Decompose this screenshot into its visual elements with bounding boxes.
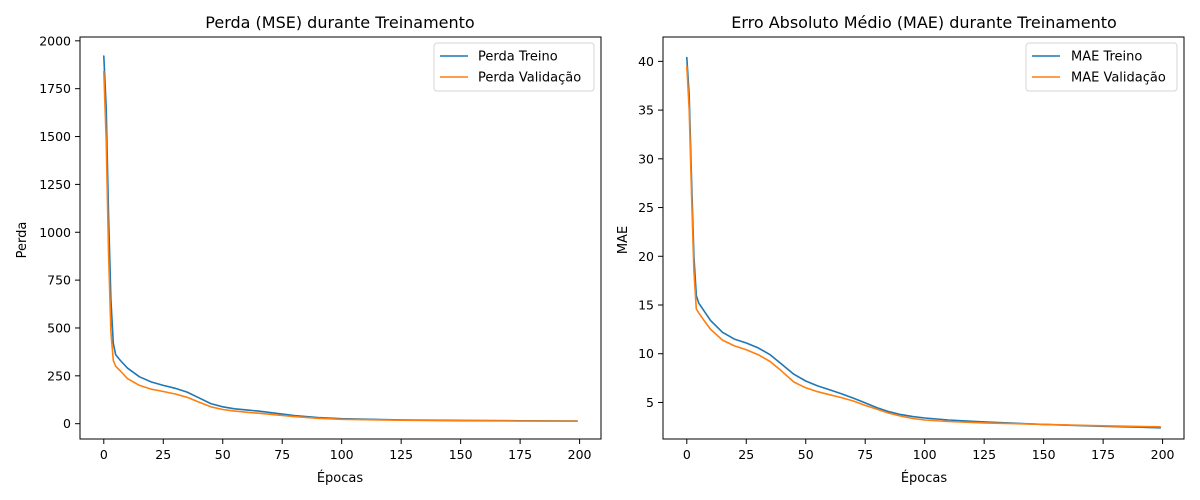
loss-y-tick-label: 0 [63,416,71,431]
loss-axes-frame [79,36,602,440]
loss-x-tick-label: 125 [389,447,413,462]
mae-x-tick-label: 50 [798,447,814,462]
loss-x-tick-label: 175 [508,447,532,462]
loss-x-tick-label: 200 [568,447,592,462]
loss-legend: Perda Treino Perda Validação [433,42,595,92]
loss-y-tick-label: 1750 [39,81,71,96]
mae-x-tick-label: 75 [857,447,873,462]
loss-lines [103,55,579,423]
mae-x-axis-label: Épocas [901,470,948,486]
mae-y-tick-label: 35 [638,103,654,118]
mae-ticks: 0 25 50 75 100 125 150 175 200 5 10 15 20 25 30 35 40 [638,54,1174,462]
mae-x-tick-label: 200 [1151,447,1175,462]
series-line-perda-treino [103,55,579,422]
mae-x-tick-label: 175 [1091,447,1115,462]
loss-chart-title: Perda (MSE) durante Treinamento [205,13,474,32]
mae-y-tick-label: 10 [638,346,654,361]
loss-subplot: Perda (MSE) durante Treinamento Épocas P… [15,13,602,486]
series-line-mae-treino [685,56,1161,429]
loss-x-tick-label: 50 [215,447,231,462]
mae-x-tick-label: 150 [1032,447,1056,462]
mae-x-tick-label: 0 [683,447,691,462]
mae-axes-frame [662,36,1185,440]
loss-y-axis-label: Perda [15,222,30,259]
loss-x-axis-label: Épocas [317,470,364,486]
mae-x-tick-label: 125 [972,447,996,462]
mae-legend-box [1025,42,1178,92]
mae-x-tick-label: 25 [738,447,754,462]
mae-y-tick-label: 15 [638,298,654,313]
mae-subplot: Erro Absoluto Médio (MAE) durante Treina… [616,13,1185,486]
mae-y-axis-label: MAE [616,226,631,254]
mae-legend: MAE Treino MAE Validação [1025,42,1178,92]
mae-y-tick-label: 5 [646,395,654,410]
mae-x-tick-label: 100 [913,447,937,462]
mae-chart-title: Erro Absoluto Médio (MAE) durante Treina… [731,13,1117,32]
series-line-perda-validacao [103,70,579,423]
mae-y-tick-label: 20 [638,249,654,264]
legend-label-perda-validacao: Perda Validação [478,71,581,86]
series-line-mae-validacao [685,65,1161,428]
loss-x-tick-label: 75 [274,447,290,462]
loss-x-tick-label: 0 [100,447,108,462]
loss-y-tick-label: 2000 [39,33,71,48]
legend-label-mae-validacao: MAE Validação [1071,71,1166,86]
loss-y-tick-label: 250 [47,368,71,383]
mae-y-tick-label: 40 [638,54,654,69]
mae-lines [685,56,1161,429]
mae-y-tick-label: 30 [638,151,654,166]
loss-y-tick-label: 500 [47,320,71,335]
mae-y-tick-label: 25 [638,200,654,215]
legend-label-perda-treino: Perda Treino [478,50,558,65]
loss-x-tick-label: 100 [330,447,354,462]
loss-ticks: 0 25 50 75 100 125 150 175 200025050075010001250… [39,33,591,462]
loss-y-tick-label: 1000 [39,225,71,240]
loss-y-tick-label: 1500 [39,129,71,144]
loss-legend-box [433,42,595,92]
loss-x-tick-label: 25 [155,447,171,462]
loss-y-tick-label: 750 [47,273,71,288]
loss-x-tick-label: 150 [449,447,473,462]
legend-label-mae-treino: MAE Treino [1071,50,1142,65]
loss-y-tick-label: 1250 [39,177,71,192]
